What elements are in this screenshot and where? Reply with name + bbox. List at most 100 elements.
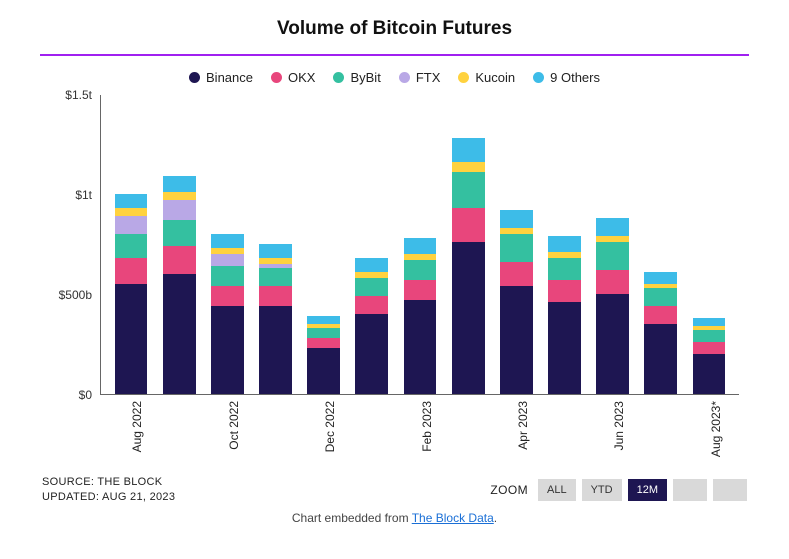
embed-link[interactable]: The Block Data <box>412 511 494 525</box>
chart-legend: Binance OKX ByBit FTX Kucoin 9 Others <box>40 70 749 85</box>
legend-dot-icon <box>458 72 469 83</box>
bar-segment-bybit <box>115 234 148 258</box>
x-slot: Dec 2022 <box>299 395 347 473</box>
x-slot <box>444 395 492 473</box>
stacked-bar[interactable] <box>259 244 292 394</box>
legend-dot-icon <box>399 72 410 83</box>
zoom-12m-button[interactable]: 12M <box>628 479 667 501</box>
bar-segment-bybit <box>355 278 388 296</box>
bar-segment-okx <box>115 258 148 284</box>
zoom-controls: ZOOM ALL YTD 12M <box>490 479 747 501</box>
zoom-label: ZOOM <box>490 483 528 497</box>
stacked-bar[interactable] <box>115 194 148 394</box>
bar-segment-others <box>211 234 244 248</box>
stacked-bar[interactable] <box>500 210 533 394</box>
zoom-ytd-button[interactable]: YTD <box>582 479 622 501</box>
bar-segment-binance <box>644 324 677 394</box>
y-tick-label: $1t <box>75 188 92 202</box>
bar-segment-bybit <box>259 268 292 286</box>
bar-segment-binance <box>355 314 388 394</box>
legend-item[interactable]: Kucoin <box>458 70 515 85</box>
y-tick-label: $0 <box>79 388 92 402</box>
bar-segment-bybit <box>163 220 196 246</box>
bar-slot <box>203 95 251 394</box>
bar-segment-kucoin <box>452 162 485 172</box>
bar-segment-okx <box>500 262 533 286</box>
stacked-bar[interactable] <box>693 318 726 394</box>
x-slot <box>347 395 395 473</box>
x-slot <box>251 395 299 473</box>
bar-segment-others <box>452 138 485 162</box>
title-rule <box>40 54 749 56</box>
bar-segment-bybit <box>693 330 726 342</box>
legend-dot-icon <box>533 72 544 83</box>
bar-segment-binance <box>115 284 148 394</box>
stacked-bar[interactable] <box>163 176 196 394</box>
bar-segment-bybit <box>211 266 244 286</box>
bar-segment-okx <box>452 208 485 242</box>
x-slot: Feb 2023 <box>395 395 443 473</box>
zoom-blank-button[interactable] <box>673 479 707 501</box>
bar-slot <box>540 95 588 394</box>
x-tick-label: Dec 2022 <box>323 401 337 452</box>
bar-segment-okx <box>163 246 196 274</box>
legend-item[interactable]: OKX <box>271 70 315 85</box>
x-tick-label: Apr 2023 <box>516 401 530 450</box>
bar-segment-ftx <box>115 216 148 234</box>
chart-title: Volume of Bitcoin Futures <box>40 18 749 40</box>
bar-segment-binance <box>404 300 437 394</box>
bar-segment-binance <box>259 306 292 394</box>
zoom-all-button[interactable]: ALL <box>538 479 576 501</box>
bar-segment-others <box>355 258 388 272</box>
y-axis: $0$500b$1t$1.5t <box>40 95 100 395</box>
legend-label: FTX <box>416 70 441 85</box>
bar-segment-others <box>115 194 148 208</box>
bar-slot <box>300 95 348 394</box>
x-slot <box>540 395 588 473</box>
stacked-bar[interactable] <box>548 236 581 394</box>
bar-segment-others <box>500 210 533 228</box>
bar-segment-okx <box>259 286 292 306</box>
bar-slot <box>251 95 299 394</box>
stacked-bar[interactable] <box>307 316 340 394</box>
legend-item[interactable]: ByBit <box>333 70 380 85</box>
x-slot <box>154 395 202 473</box>
bar-segment-bybit <box>404 260 437 280</box>
bar-segment-others <box>404 238 437 254</box>
bar-segment-okx <box>404 280 437 300</box>
bar-segment-bybit <box>644 288 677 306</box>
stacked-bar[interactable] <box>452 138 485 394</box>
legend-label: Kucoin <box>475 70 515 85</box>
bar-segment-others <box>259 244 292 258</box>
bar-segment-okx <box>644 306 677 324</box>
stacked-bar[interactable] <box>355 258 388 394</box>
bar-segment-okx <box>211 286 244 306</box>
y-tick-label: $500b <box>59 288 92 302</box>
source-line: SOURCE: THE BLOCK <box>42 475 175 490</box>
stacked-bar[interactable] <box>404 238 437 394</box>
stacked-bar[interactable] <box>596 218 629 394</box>
legend-item[interactable]: Binance <box>189 70 253 85</box>
bar-segment-okx <box>355 296 388 314</box>
bar-segment-others <box>307 316 340 324</box>
bar-slot <box>685 95 733 394</box>
legend-label: 9 Others <box>550 70 600 85</box>
bar-segment-bybit <box>307 328 340 338</box>
bar-slot <box>637 95 685 394</box>
chart-plot-area: $0$500b$1t$1.5t <box>100 95 739 395</box>
y-tick-label: $1.5t <box>65 88 92 102</box>
plot <box>100 95 739 395</box>
legend-dot-icon <box>271 72 282 83</box>
legend-item[interactable]: FTX <box>399 70 441 85</box>
bar-segment-others <box>548 236 581 252</box>
stacked-bar[interactable] <box>211 234 244 394</box>
legend-item[interactable]: 9 Others <box>533 70 600 85</box>
stacked-bar[interactable] <box>644 272 677 394</box>
bar-segment-okx <box>693 342 726 354</box>
legend-dot-icon <box>333 72 344 83</box>
bar-segment-kucoin <box>163 192 196 200</box>
chart-meta: SOURCE: THE BLOCK UPDATED: AUG 21, 2023 <box>42 475 175 505</box>
x-tick-label: Feb 2023 <box>420 401 434 452</box>
zoom-blank-button[interactable] <box>713 479 747 501</box>
x-slot: Jun 2023 <box>588 395 636 473</box>
